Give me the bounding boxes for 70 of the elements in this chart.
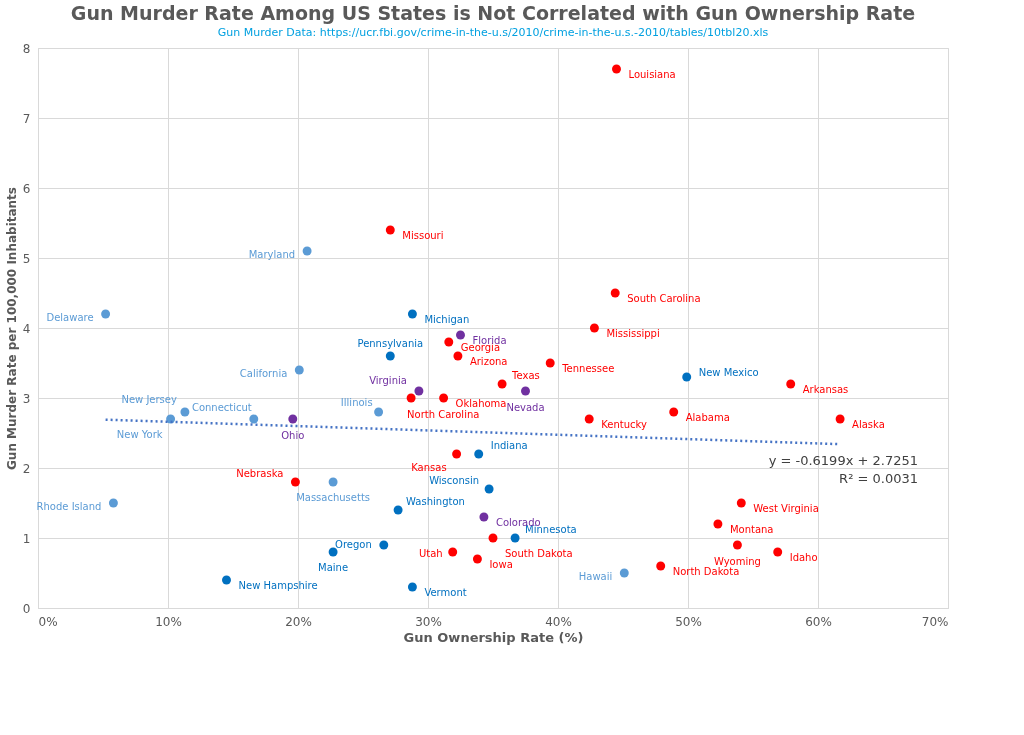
annotation: Alaska bbox=[852, 419, 885, 430]
annotation: South Carolina bbox=[627, 293, 701, 304]
x-axis-title: Gun Ownership Rate (%) bbox=[403, 629, 584, 645]
annotation: Maine bbox=[318, 562, 349, 573]
annotation: California bbox=[239, 368, 288, 379]
y-tick-label: 0 bbox=[22, 601, 31, 616]
y-axis-title: Gun Murder Rate per 100,000 Inhabitants bbox=[4, 187, 19, 470]
x-tick-label: 40% bbox=[545, 614, 572, 629]
annotation: Wisconsin bbox=[429, 475, 480, 486]
x-tick-label: 50% bbox=[675, 614, 702, 629]
y-tick-label: 3 bbox=[22, 391, 31, 406]
annotation: Louisiana bbox=[628, 69, 676, 80]
annotation: Michigan bbox=[424, 314, 470, 325]
annotation: Virginia bbox=[369, 375, 407, 386]
y-tick-label: 5 bbox=[22, 251, 31, 266]
annotation: Delaware bbox=[46, 312, 94, 323]
x-tick-label: 70% bbox=[921, 614, 949, 629]
annotation: New Hampshire bbox=[238, 580, 318, 591]
x-tick-label: 60% bbox=[805, 614, 832, 629]
annotation: Ohio bbox=[281, 430, 305, 441]
y-tick-label: 4 bbox=[22, 321, 31, 336]
annotation: R² = 0.0031 bbox=[839, 471, 918, 486]
annotation: Montana bbox=[729, 524, 774, 535]
annotation: y = -0.6199x + 2.7251 bbox=[768, 453, 918, 468]
annotation: New Jersey bbox=[121, 394, 177, 405]
annotation: Massachusetts bbox=[296, 492, 371, 503]
chart-subtitle: Gun Murder Data: https://ucr.fbi.gov/crime-in-the-u.s/2010/crime-in-the-u.s.-2010/tables/10tbl20.xls bbox=[217, 26, 769, 39]
annotation: Missouri bbox=[402, 230, 444, 241]
annotation: Pennsylvania bbox=[357, 338, 424, 349]
annotation: West Virginia bbox=[753, 503, 819, 514]
annotation: New York bbox=[116, 429, 163, 440]
annotation: South Dakota bbox=[505, 548, 573, 559]
annotation: New Mexico bbox=[698, 367, 759, 378]
y-tick-label: 6 bbox=[22, 181, 31, 196]
annotation: Nevada bbox=[506, 402, 545, 413]
annotation: Illinois bbox=[340, 397, 373, 408]
annotation: Kentucky bbox=[601, 419, 647, 430]
annotation: Oregon bbox=[335, 539, 372, 550]
annotation: Iowa bbox=[489, 559, 513, 570]
annotation: Oklahoma bbox=[455, 398, 507, 409]
annotation: North Dakota bbox=[672, 566, 740, 577]
annotation: Maryland bbox=[248, 249, 296, 260]
x-tick-label: 30% bbox=[415, 614, 442, 629]
x-tick-label: 10% bbox=[155, 614, 182, 629]
y-tick-label: 7 bbox=[22, 111, 31, 126]
annotation: Indiana bbox=[490, 440, 528, 451]
annotation: Texas bbox=[511, 370, 540, 381]
chart-title: Gun Murder Rate Among US States is Not Correlated with Gun Ownership Rate bbox=[70, 2, 916, 24]
x-tick-label: 20% bbox=[285, 614, 312, 629]
y-tick-label: 2 bbox=[22, 461, 31, 476]
annotation: Georgia bbox=[460, 342, 501, 353]
annotation: Arkansas bbox=[802, 384, 849, 395]
x-tick-label: 0% bbox=[38, 614, 58, 629]
annotation: Utah bbox=[418, 548, 443, 559]
annotation: Arizona bbox=[469, 356, 508, 367]
annotation: Vermont bbox=[424, 587, 467, 598]
y-tick-label: 1 bbox=[22, 531, 31, 546]
annotation: Washington bbox=[406, 496, 465, 507]
annotation: Idaho bbox=[789, 552, 818, 563]
annotation: Connecticut bbox=[191, 402, 252, 413]
y-tick-label: 8 bbox=[22, 41, 31, 56]
annotation: Mississippi bbox=[606, 328, 660, 339]
annotation: Hawaii bbox=[578, 571, 613, 582]
annotation: Alabama bbox=[685, 412, 730, 423]
annotation: Wyoming bbox=[713, 556, 761, 567]
annotation: Nebraska bbox=[236, 468, 284, 479]
annotation: Tennessee bbox=[561, 363, 615, 374]
annotation: Kansas bbox=[411, 462, 447, 473]
annotation: Rhode Island bbox=[36, 501, 102, 512]
annotation: North Carolina bbox=[407, 409, 480, 420]
